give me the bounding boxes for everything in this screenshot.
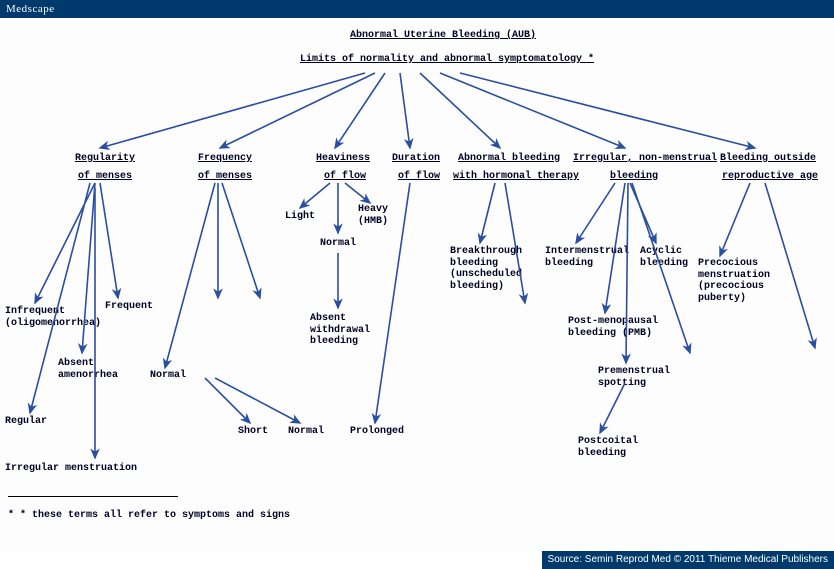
leaf-prolonged: Prolonged bbox=[350, 426, 404, 438]
cat-hormonal-a: Abnormal bleeding bbox=[458, 153, 560, 165]
cat-duration-a: Duration bbox=[392, 153, 440, 165]
cat-regularity-a: Regularity bbox=[75, 153, 135, 165]
leaf-short: Short bbox=[238, 426, 268, 438]
cat-duration-b: of flow bbox=[398, 171, 440, 183]
leaf-absent-amen: Absent amenorrhea bbox=[58, 358, 118, 381]
leaf-frequent: Frequent bbox=[105, 301, 153, 313]
header-bar: Medscape bbox=[0, 0, 834, 18]
cat-heaviness-a: Heaviness bbox=[316, 153, 370, 165]
leaf-irregular-mens: Irregular menstruation bbox=[5, 463, 137, 475]
leaf-heavy: Heavy (HMB) bbox=[358, 204, 388, 227]
cat-irregular-b: bleeding bbox=[610, 171, 658, 183]
leaf-breakthrough: Breakthrough bleeding (unscheduled bleed… bbox=[450, 246, 522, 292]
leaf-normal1: Normal bbox=[150, 370, 186, 382]
title-sub: Limits of normality and abnormal symptom… bbox=[300, 54, 594, 66]
cat-heaviness-b: of flow bbox=[324, 171, 366, 183]
cat-frequency-a: Frequency bbox=[198, 153, 252, 165]
footer-source: Source: Semin Reprod Med © 2011 Thieme M… bbox=[542, 551, 834, 569]
leaf-light: Light bbox=[285, 211, 315, 223]
footnote: * * these terms all refer to symptoms an… bbox=[8, 510, 290, 522]
leaf-absent-withdrawal: Absent withdrawal bleeding bbox=[310, 313, 370, 348]
title-main: Abnormal Uterine Bleeding (AUB) bbox=[350, 30, 536, 42]
leaf-intermenstrual: Intermenstrual bleeding bbox=[545, 246, 629, 269]
leaf-regular: Regular bbox=[5, 416, 47, 428]
cat-regularity-b: of menses bbox=[78, 171, 132, 183]
leaf-normal-flow: Normal bbox=[320, 238, 356, 250]
brand-logo: Medscape bbox=[6, 3, 55, 15]
leaf-normal2: Normal bbox=[288, 426, 324, 438]
cat-outside-a: Bleeding outside bbox=[720, 153, 816, 165]
leaf-acyclic: Acyclic bleeding bbox=[640, 246, 688, 269]
leaf-precocious: Precocious menstruation (precocious pube… bbox=[698, 258, 770, 304]
cat-irregular-a: Irregular, non-menstrual bbox=[573, 153, 717, 165]
leaf-infrequent: Infrequent (oligomenorrhea) bbox=[5, 306, 101, 329]
leaf-pmb: Post-menopausal bleeding (PMB) bbox=[568, 316, 658, 339]
cat-hormonal-b: with hormonal therapy bbox=[453, 171, 579, 183]
leaf-postcoital: Postcoital bleeding bbox=[578, 436, 638, 459]
cat-frequency-b: of menses bbox=[198, 171, 252, 183]
cat-outside-b: reproductive age bbox=[722, 171, 818, 183]
footnote-rule bbox=[8, 496, 178, 497]
footer-text: Source: Semin Reprod Med © 2011 Thieme M… bbox=[548, 554, 828, 565]
leaf-premenstrual: Premenstrual spotting bbox=[598, 366, 670, 389]
diagram-canvas: Abnormal Uterine Bleeding (AUB) Limits o… bbox=[0, 18, 834, 551]
